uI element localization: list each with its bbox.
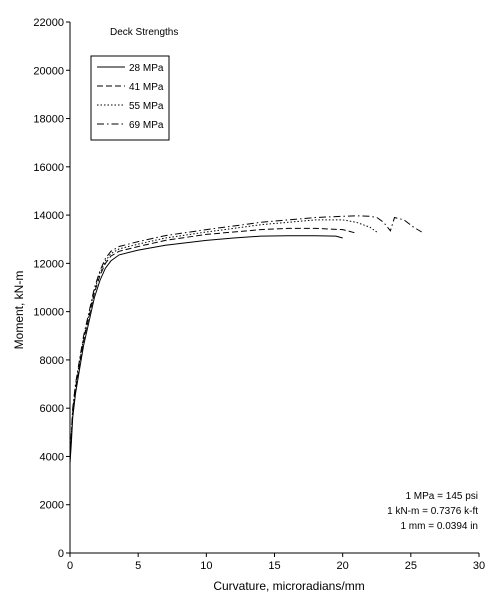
- unit-note-psi: 1 MPa = 145 psi: [405, 491, 478, 502]
- unit-notes: 1 MPa = 145 psi 1 kN-m = 0.7376 k-ft 1 m…: [387, 491, 478, 532]
- series-line-69-mpa: [69, 215, 422, 455]
- x-tick-label: 25: [405, 560, 417, 572]
- axes: 0 2000 4000 6000 8000 10000 12000 14000 16000 180…: [33, 17, 485, 572]
- x-axis-title: Curvature, microradians/mm: [213, 579, 364, 593]
- legend-title: Deck Strengths: [110, 27, 178, 38]
- y-tick-label: 2000: [40, 500, 64, 512]
- series-lines: [69, 215, 422, 464]
- unit-note-in: 1 mm = 0.0394 in: [400, 521, 478, 532]
- y-tick-label: 20000: [33, 65, 64, 77]
- y-tick-label: 16000: [33, 162, 64, 174]
- series-line-41-mpa: [69, 227, 357, 459]
- x-tick-label: 10: [200, 560, 212, 572]
- x-tick-label: 30: [473, 560, 485, 572]
- y-tick-label: 12000: [33, 258, 64, 270]
- y-tick-label: 18000: [33, 114, 64, 126]
- series-line-55-mpa: [69, 219, 378, 457]
- y-tick-label: 14000: [33, 210, 64, 222]
- y-tick-label: 0: [58, 548, 64, 560]
- x-tick-label: 0: [67, 560, 73, 572]
- legend-label: 28 MPa: [129, 63, 164, 74]
- y-tick-label: 4000: [40, 451, 64, 463]
- legend-label: 55 MPa: [129, 101, 164, 112]
- x-tick-label: 20: [337, 560, 349, 572]
- legend-items: 28 MPa 41 MPa 55 MPa 69 MPa: [97, 63, 164, 131]
- x-tick-label: 5: [135, 560, 141, 572]
- legend-box: [90, 55, 170, 141]
- unit-note-kft: 1 kN-m = 0.7376 k-ft: [387, 506, 478, 517]
- x-tick-label: 15: [268, 560, 280, 572]
- legend-label: 41 MPa: [129, 82, 164, 93]
- legend-label: 69 MPa: [129, 120, 164, 131]
- series-line-28-mpa: [69, 235, 343, 464]
- y-tick-label: 10000: [33, 307, 64, 319]
- y-tick-label: 6000: [40, 403, 64, 415]
- y-tick-label: 8000: [40, 355, 64, 367]
- y-tick-label: 22000: [33, 17, 64, 29]
- y-axis-title: Moment, kN-m: [12, 271, 26, 350]
- legend: Deck Strengths 28 MPa 41 MPa 55 MPa 69 MPa: [90, 27, 178, 141]
